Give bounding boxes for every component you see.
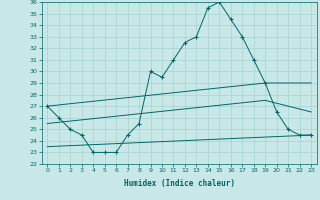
X-axis label: Humidex (Indice chaleur): Humidex (Indice chaleur) bbox=[124, 179, 235, 188]
